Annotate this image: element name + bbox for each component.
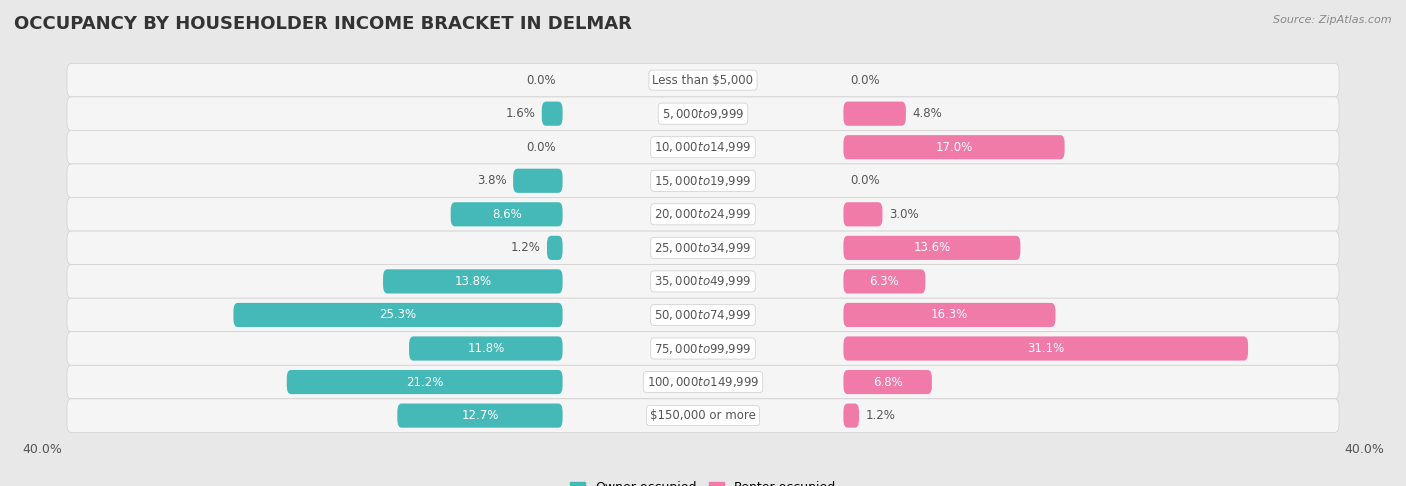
Text: OCCUPANCY BY HOUSEHOLDER INCOME BRACKET IN DELMAR: OCCUPANCY BY HOUSEHOLDER INCOME BRACKET … [14,15,631,33]
Text: $15,000 to $19,999: $15,000 to $19,999 [654,174,752,188]
FancyBboxPatch shape [844,336,1249,361]
Text: 4.8%: 4.8% [912,107,942,120]
FancyBboxPatch shape [67,197,1339,231]
Text: 16.3%: 16.3% [931,309,969,321]
Text: $150,000 or more: $150,000 or more [650,409,756,422]
Text: 0.0%: 0.0% [526,141,555,154]
FancyBboxPatch shape [844,303,1056,327]
Text: 12.7%: 12.7% [461,409,499,422]
Text: 21.2%: 21.2% [406,376,443,388]
Text: 3.0%: 3.0% [889,208,918,221]
FancyBboxPatch shape [451,202,562,226]
FancyBboxPatch shape [844,236,1021,260]
Text: $50,000 to $74,999: $50,000 to $74,999 [654,308,752,322]
Text: 11.8%: 11.8% [467,342,505,355]
FancyBboxPatch shape [541,102,562,126]
Text: 1.2%: 1.2% [510,242,540,254]
Text: 3.8%: 3.8% [477,174,506,187]
Text: 13.6%: 13.6% [914,242,950,254]
FancyBboxPatch shape [844,135,1064,159]
FancyBboxPatch shape [67,298,1339,332]
FancyBboxPatch shape [67,97,1339,130]
FancyBboxPatch shape [67,332,1339,365]
Legend: Owner-occupied, Renter-occupied: Owner-occupied, Renter-occupied [565,476,841,486]
FancyBboxPatch shape [233,303,562,327]
FancyBboxPatch shape [67,365,1339,399]
Text: 0.0%: 0.0% [851,73,880,87]
FancyBboxPatch shape [67,164,1339,197]
Text: 0.0%: 0.0% [851,174,880,187]
FancyBboxPatch shape [382,269,562,294]
Text: $75,000 to $99,999: $75,000 to $99,999 [654,342,752,355]
Text: $25,000 to $34,999: $25,000 to $34,999 [654,241,752,255]
FancyBboxPatch shape [844,370,932,394]
FancyBboxPatch shape [844,269,925,294]
FancyBboxPatch shape [409,336,562,361]
Text: 1.6%: 1.6% [505,107,536,120]
Text: 6.8%: 6.8% [873,376,903,388]
FancyBboxPatch shape [67,231,1339,265]
FancyBboxPatch shape [67,265,1339,298]
Text: $100,000 to $149,999: $100,000 to $149,999 [647,375,759,389]
Text: Less than $5,000: Less than $5,000 [652,73,754,87]
FancyBboxPatch shape [398,403,562,428]
Text: 31.1%: 31.1% [1028,342,1064,355]
Text: $20,000 to $24,999: $20,000 to $24,999 [654,208,752,221]
Text: 6.3%: 6.3% [869,275,900,288]
Text: 13.8%: 13.8% [454,275,491,288]
FancyBboxPatch shape [844,102,905,126]
FancyBboxPatch shape [67,399,1339,433]
Text: $5,000 to $9,999: $5,000 to $9,999 [662,106,744,121]
FancyBboxPatch shape [287,370,562,394]
Text: 0.0%: 0.0% [526,73,555,87]
Text: 25.3%: 25.3% [380,309,416,321]
Text: Source: ZipAtlas.com: Source: ZipAtlas.com [1274,15,1392,25]
Text: $10,000 to $14,999: $10,000 to $14,999 [654,140,752,154]
Text: 8.6%: 8.6% [492,208,522,221]
FancyBboxPatch shape [844,403,859,428]
FancyBboxPatch shape [67,63,1339,97]
Text: $35,000 to $49,999: $35,000 to $49,999 [654,275,752,288]
Text: 17.0%: 17.0% [935,141,973,154]
FancyBboxPatch shape [547,236,562,260]
FancyBboxPatch shape [513,169,562,193]
FancyBboxPatch shape [67,130,1339,164]
FancyBboxPatch shape [844,202,883,226]
Text: 1.2%: 1.2% [866,409,896,422]
